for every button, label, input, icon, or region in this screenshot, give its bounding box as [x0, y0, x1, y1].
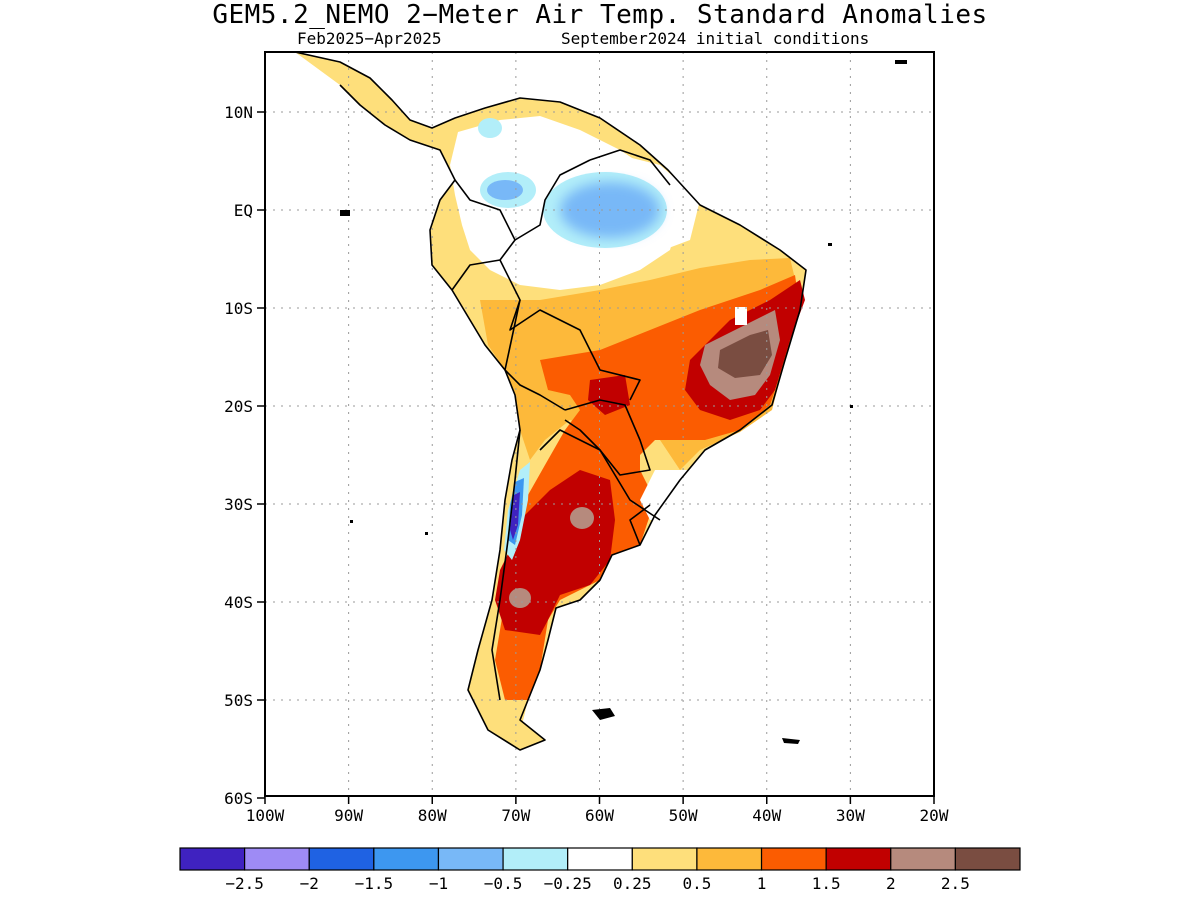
- patagonia-tip: [495, 700, 540, 750]
- colorbar-label: −1.5: [355, 874, 394, 893]
- lon-tick-label: 90W: [334, 806, 363, 825]
- warm-region-15-2-central: [588, 375, 630, 415]
- warm-spot-patagonia: [509, 588, 531, 608]
- colorbar-label: 1: [757, 874, 767, 893]
- colorbar-label: −0.25: [544, 874, 592, 893]
- lon-tick-label: 70W: [501, 806, 530, 825]
- colorbar-label: 2.5: [941, 874, 970, 893]
- latitude-axis: 10N EQ 10S 20S 30S 40S 50S 60S: [224, 103, 265, 808]
- lat-tick-label: EQ: [234, 201, 253, 220]
- coastlines-and-borders: [294, 52, 807, 751]
- lon-tick-label: 50W: [669, 806, 698, 825]
- colorbar-label: 2: [886, 874, 896, 893]
- colorbar-swatch: [760, 847, 827, 871]
- colorbar-swatch: [179, 847, 246, 871]
- colorbar-swatch: [631, 847, 698, 871]
- lon-tick-label: 80W: [418, 806, 447, 825]
- colorbar-label: −1: [429, 874, 448, 893]
- colorbar-swatch: [502, 847, 569, 871]
- colorbar-label: 0.5: [682, 874, 711, 893]
- longitude-axis: 100W 90W 80W 70W 60W 50W 40W 30W 20W: [246, 796, 949, 825]
- colorbar-label: −0.5: [484, 874, 523, 893]
- islands: [340, 60, 907, 744]
- lon-tick-label: 20W: [920, 806, 949, 825]
- cool-anomaly-north: [478, 118, 502, 138]
- andes-cool-strip-core: [510, 492, 520, 540]
- period-subtitle: Feb2025−Apr2025: [297, 29, 442, 48]
- colorbar: −2.5 −2 −1.5 −1 −0.5 −0.25 0.25 0.5 1 1.5 2 2.5: [179, 847, 1021, 893]
- map-title: GEM5.2_NEMO 2−Meter Air Temp. Standard A…: [212, 0, 988, 30]
- map-plot-area: [265, 52, 934, 796]
- lat-tick-label: 60S: [224, 789, 253, 808]
- colorbar-swatch: [696, 847, 763, 871]
- lat-tick-label: 20S: [224, 397, 253, 416]
- lat-tick-label: 30S: [224, 495, 253, 514]
- lon-tick-label: 30W: [836, 806, 865, 825]
- colorbar-swatch: [825, 847, 892, 871]
- colorbar-swatch: [954, 847, 1021, 871]
- colorbar-swatch: [373, 847, 440, 871]
- lon-tick-label: 40W: [752, 806, 781, 825]
- lon-tick-label: 100W: [246, 806, 285, 825]
- lat-tick-label: 10N: [224, 103, 253, 122]
- colorbar-swatch: [890, 847, 956, 871]
- warm-spot-pampas: [570, 507, 594, 529]
- colorbar-label: 1.5: [812, 874, 841, 893]
- colorbar-label: 0.25: [613, 874, 652, 893]
- colorbar-swatch: [308, 847, 375, 871]
- lat-tick-label: 10S: [224, 299, 253, 318]
- colorbar-label: −2: [300, 874, 319, 893]
- init-subtitle: September2024 initial conditions: [561, 29, 870, 48]
- lat-tick-label: 40S: [224, 593, 253, 612]
- colorbar-swatch: [244, 847, 310, 871]
- colorbar-label: −2.5: [225, 874, 264, 893]
- colorbar-swatch: [437, 847, 504, 871]
- missing-cell: [735, 307, 747, 325]
- colorbar-swatch: [567, 847, 633, 871]
- lon-tick-label: 60W: [585, 806, 614, 825]
- lat-tick-label: 50S: [224, 691, 253, 710]
- cool-anomaly-west-core: [487, 180, 523, 200]
- warm-region-gt-25: [718, 330, 772, 378]
